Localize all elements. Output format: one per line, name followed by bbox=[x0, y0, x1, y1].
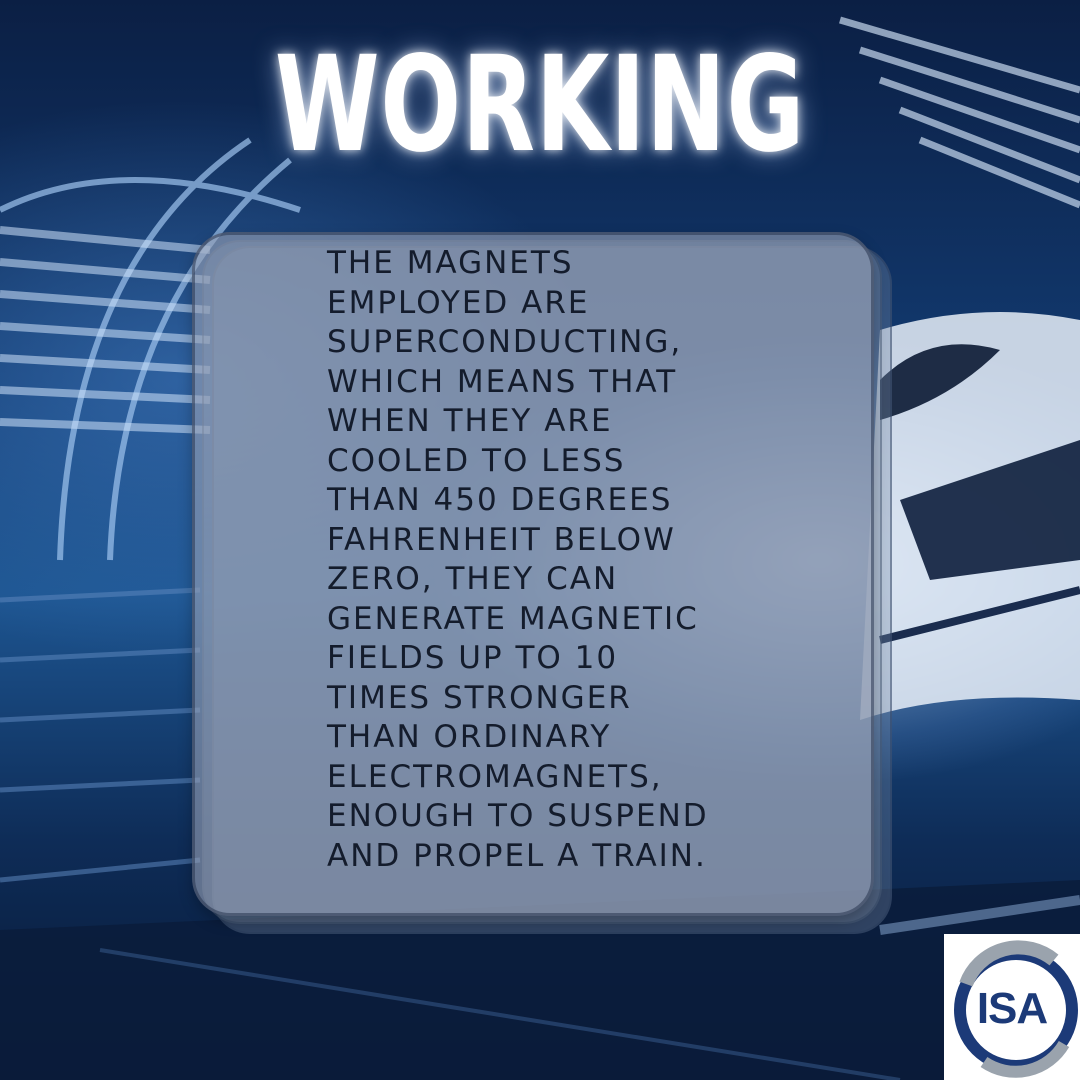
page-title: WORKING bbox=[274, 28, 806, 182]
body-text: THE MAGNETS EMPLOYED ARE SUPERCONDUCTING… bbox=[327, 245, 709, 874]
text-card bbox=[192, 232, 874, 916]
isa-logo-text: ISA bbox=[976, 984, 1048, 1033]
isa-logo: ISA bbox=[944, 934, 1080, 1080]
isa-logo-icon bbox=[954, 940, 1078, 1078]
